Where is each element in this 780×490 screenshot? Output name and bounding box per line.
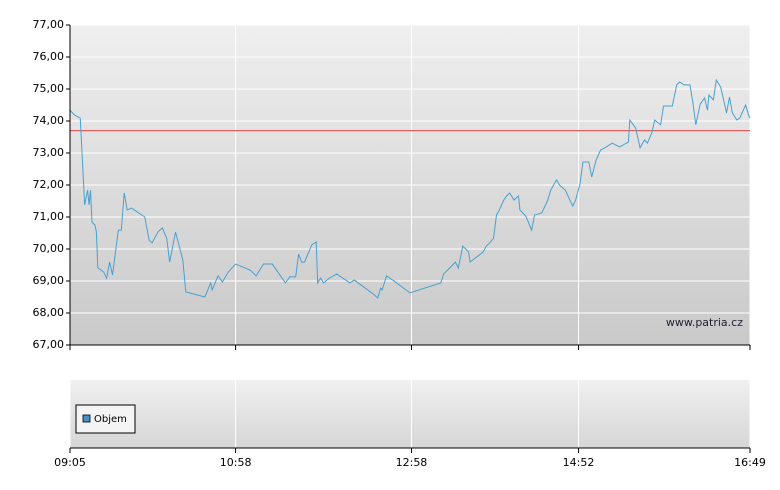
legend-swatch [82, 414, 91, 423]
x-tick-label: 12:58 [396, 456, 428, 469]
watermark: www.patria.cz [666, 316, 743, 329]
y-tick-label: 75,00 [33, 82, 65, 95]
y-tick-label: 68,00 [33, 306, 65, 319]
x-tick-label: 14:52 [563, 456, 595, 469]
y-tick-label: 69,00 [33, 274, 65, 287]
y-tick-label: 73,00 [33, 146, 65, 159]
legend-label: Objem [94, 414, 127, 425]
y-tick-label: 71,00 [33, 210, 65, 223]
y-tick-label: 72,00 [33, 178, 65, 191]
x-tick-label: 16:49 [734, 456, 766, 469]
price-line [69, 78, 751, 299]
x-tick-label: 09:05 [54, 456, 86, 469]
y-tick-label: 74,00 [33, 114, 65, 127]
x-tick-label: 10:58 [220, 456, 252, 469]
y-tick-label: 76,00 [33, 50, 65, 63]
y-tick-label: 70,00 [33, 242, 65, 255]
volume-panel [70, 380, 750, 448]
y-tick-label: 77,00 [33, 18, 65, 31]
y-tick-label: 67,00 [33, 338, 65, 351]
